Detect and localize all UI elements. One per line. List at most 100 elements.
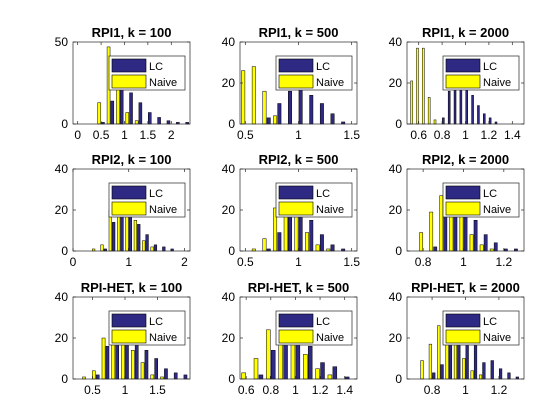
- bar-lc: [319, 234, 324, 252]
- bar-lc: [330, 244, 335, 252]
- legend-label-lc: LC: [149, 316, 163, 328]
- legend-swatch-naive: [445, 74, 481, 89]
- y-tick-label: 20: [222, 76, 236, 90]
- x-tick-label: 0.6: [410, 128, 427, 142]
- bar-lc: [332, 366, 338, 380]
- bar-naive: [262, 90, 267, 125]
- bar-lc: [298, 88, 303, 125]
- bar-lc: [309, 220, 314, 252]
- legend-label-naive: Naive: [483, 77, 511, 89]
- x-tick-label: 0.5: [237, 255, 254, 269]
- subplot-7: 0.5 1 1.5 0 20 40 RPI-HET, k = 100 LC Naive: [55, 280, 191, 397]
- bar-naive: [134, 120, 139, 125]
- bar-lc: [433, 246, 438, 252]
- legend-swatch-naive: [111, 329, 147, 344]
- bar-naive: [253, 358, 259, 380]
- legend-label-lc: LC: [316, 316, 330, 328]
- bar-lc: [266, 117, 271, 125]
- legend-swatch-lc: [111, 185, 147, 200]
- bar-lc: [477, 105, 480, 125]
- bar-naive: [140, 362, 145, 380]
- legend: LC Naive: [108, 182, 186, 218]
- y-tick-label: 40: [389, 162, 403, 176]
- legend-label-lc: LC: [483, 188, 497, 200]
- bar-naive: [315, 244, 320, 252]
- bar-naive: [439, 195, 444, 252]
- bar-lc: [95, 374, 100, 380]
- legend-swatch-lc: [445, 313, 481, 328]
- x-tick-label: 1.4: [336, 383, 353, 397]
- bar-lc: [319, 103, 324, 125]
- bar-lc: [153, 244, 158, 252]
- bar-naive: [327, 374, 333, 380]
- legend-swatch-lc: [111, 313, 147, 328]
- subplot-8: 0.6 0.8 1 1.2 1.4 0 20 40 RPI-HET, k = 500 LC Naiv…: [222, 280, 358, 397]
- bar-naive: [150, 246, 154, 252]
- y-tick-label: 0: [228, 117, 235, 131]
- bar-lc: [307, 345, 313, 380]
- bar-lc: [473, 339, 478, 380]
- y-tick-label: 0: [228, 372, 235, 386]
- subplot-title: RPI-HET, k = 2000: [411, 280, 520, 295]
- bar-naive: [416, 47, 419, 125]
- bar-lc: [112, 222, 116, 252]
- bar-naive: [469, 234, 474, 252]
- y-tick-label: 0: [228, 244, 235, 258]
- x-tick-label: 1.2: [481, 128, 498, 142]
- bar-lc: [138, 102, 143, 125]
- bar-lc: [145, 234, 149, 252]
- y-tick-label: 20: [222, 331, 236, 345]
- y-tick-label: 40: [389, 35, 403, 49]
- y-tick-label: 0: [61, 372, 68, 386]
- bar-lc: [110, 100, 115, 125]
- bars: [420, 323, 519, 380]
- subplot-2: 0.5 1 1.5 0 20 40 RPI1, k = 500 LC Naive: [222, 25, 361, 142]
- bar-lc: [490, 360, 494, 380]
- subplot-title: RPI-HET, k = 500: [248, 280, 350, 295]
- subplot-title: RPI-HET, k = 100: [81, 280, 183, 295]
- subplot-title: RPI2, k = 2000: [422, 152, 509, 167]
- x-tick-label: 1: [292, 383, 299, 397]
- x-tick-label: 1: [125, 255, 132, 269]
- legend-swatch-lc: [445, 58, 481, 73]
- bars: [92, 187, 174, 252]
- subplot-5: 0.5 1 1.5 0 20 40 RPI2, k = 500 LC Naive: [222, 152, 361, 269]
- bar-lc: [154, 358, 159, 380]
- bars: [241, 66, 346, 125]
- bar-naive: [130, 350, 135, 380]
- bar-naive: [428, 343, 432, 380]
- bars: [82, 319, 188, 380]
- subplot-title: RPI1, k = 100: [92, 25, 172, 40]
- bar-lc: [443, 215, 448, 252]
- bar-naive: [266, 329, 271, 380]
- bar-naive: [433, 119, 437, 125]
- legend-label-naive: Naive: [149, 332, 177, 344]
- bar-naive: [478, 374, 483, 380]
- legend: LC Naive: [275, 182, 353, 218]
- bar-lc: [493, 242, 498, 252]
- legend: LC Naive: [442, 182, 520, 218]
- bar-lc: [309, 95, 314, 125]
- bar-lc: [137, 224, 141, 252]
- y-tick-label: 50: [55, 35, 69, 49]
- subplot-title: RPI2, k = 100: [92, 152, 172, 167]
- y-tick-label: 40: [222, 290, 236, 304]
- legend-swatch-naive: [111, 201, 147, 216]
- bar-lc: [320, 362, 325, 380]
- x-tick-label: 1.4: [504, 128, 521, 142]
- legend-label-naive: Naive: [316, 204, 344, 216]
- y-tick-label: 20: [55, 331, 69, 345]
- bar-naive: [479, 244, 484, 252]
- legend-label-lc: LC: [483, 316, 497, 328]
- bar-lc: [473, 220, 478, 252]
- x-tick-label: 1.5: [140, 128, 157, 142]
- legend-swatch-lc: [445, 185, 481, 200]
- x-tick-label: 2: [181, 255, 188, 269]
- legend-label-lc: LC: [149, 61, 163, 73]
- y-tick-label: 0: [61, 244, 68, 258]
- legend: LC Naive: [108, 55, 186, 91]
- legend: LC Naive: [275, 55, 353, 91]
- legend-label-lc: LC: [483, 61, 497, 73]
